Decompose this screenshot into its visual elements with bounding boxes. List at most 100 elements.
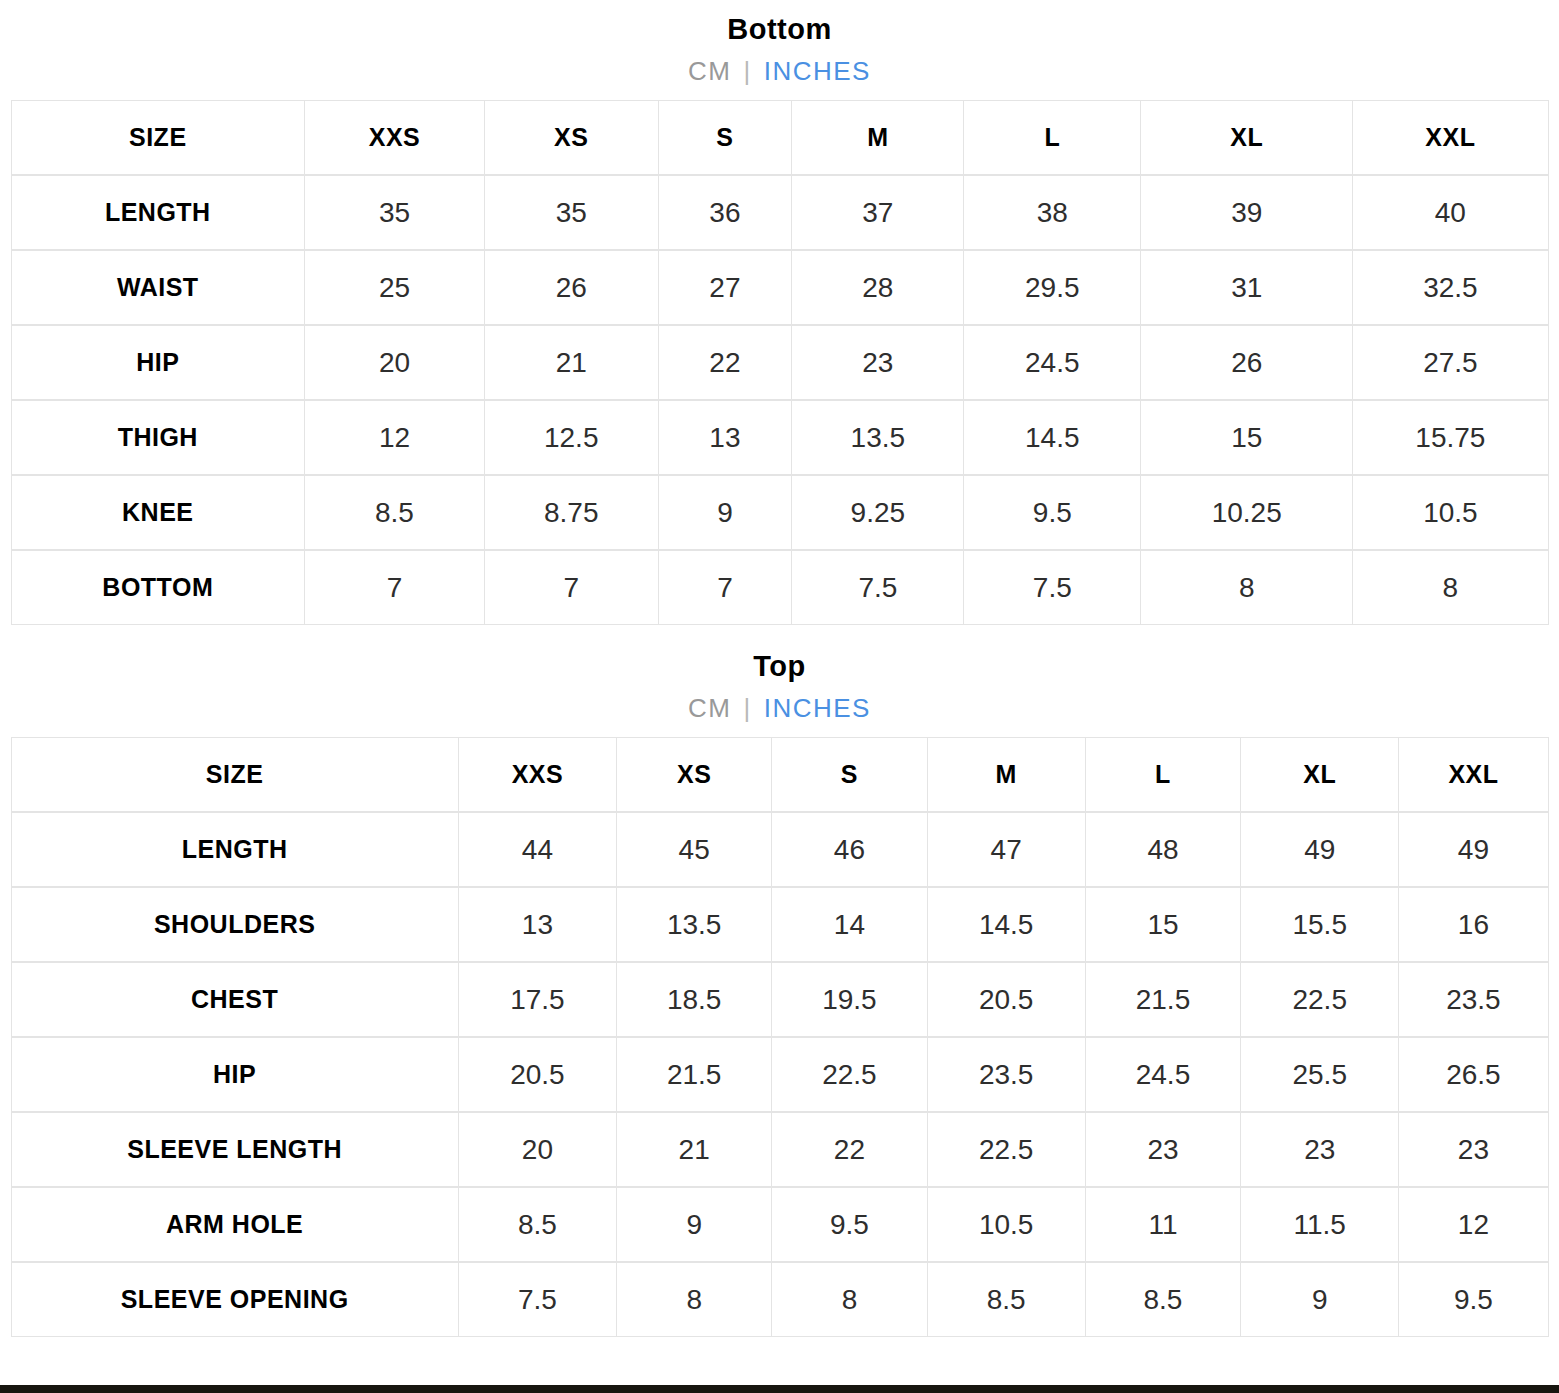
measurement-cell: 7 — [658, 550, 792, 625]
measurement-cell: 7 — [484, 550, 658, 625]
measurement-cell: 21 — [484, 325, 658, 400]
measurement-cell: 9 — [1241, 1262, 1399, 1337]
measurement-cell: 9.5 — [772, 1187, 927, 1262]
measurement-cell: 8.5 — [927, 1262, 1085, 1337]
measurement-cell: 21.5 — [617, 1037, 772, 1112]
measurement-cell: 31 — [1141, 250, 1353, 325]
measurement-cell: 47 — [927, 812, 1085, 887]
measurement-cell: 9.5 — [964, 475, 1141, 550]
measurement-cell: 26.5 — [1399, 1037, 1548, 1112]
measurement-cell: 32.5 — [1353, 250, 1548, 325]
bottom-size-chart-section: Bottom CM|INCHES SIZEXXSXSSMLXLXXLLENGTH… — [0, 0, 1559, 625]
measurement-cell: 8 — [617, 1262, 772, 1337]
row-label-knee: KNEE — [11, 475, 305, 550]
measurement-cell: 20.5 — [927, 962, 1085, 1037]
measurement-cell: 10.25 — [1141, 475, 1353, 550]
measurement-cell: 46 — [772, 812, 927, 887]
measurement-cell: 23.5 — [1399, 962, 1548, 1037]
unit-toggle-divider: | — [743, 693, 751, 723]
measurement-cell: 45 — [617, 812, 772, 887]
cropped-next-section-dark-strip — [0, 1385, 1559, 1393]
size-header-row: SIZEXXSXSSMLXLXXL — [11, 738, 1548, 813]
measurement-cell: 28 — [792, 250, 964, 325]
row-label-hip: HIP — [11, 325, 305, 400]
measurement-cell: 13 — [458, 887, 616, 962]
section-title-top: Top — [0, 625, 1559, 683]
size-header-m: M — [927, 738, 1085, 813]
measurement-cell: 49 — [1399, 812, 1548, 887]
measurement-row: SLEEVE LENGTH20212222.5232323 — [11, 1112, 1548, 1187]
measurement-cell: 15 — [1141, 400, 1353, 475]
cm-toggle-button[interactable]: CM — [688, 56, 731, 86]
size-header-xxl: XXL — [1353, 101, 1548, 176]
measurement-cell: 10.5 — [927, 1187, 1085, 1262]
measurement-cell: 13 — [658, 400, 792, 475]
unit-toggle-divider: | — [743, 56, 751, 86]
size-header-row: SIZEXXSXSSMLXLXXL — [11, 101, 1548, 176]
measurement-cell: 26 — [1141, 325, 1353, 400]
bottom-size-table: SIZEXXSXSSMLXLXXLLENGTH35353637383940WAI… — [11, 100, 1549, 625]
row-label-waist: WAIST — [11, 250, 305, 325]
measurement-cell: 26 — [484, 250, 658, 325]
size-header-xxs: XXS — [305, 101, 485, 176]
measurement-cell: 9 — [617, 1187, 772, 1262]
measurement-cell: 20.5 — [458, 1037, 616, 1112]
size-header-xs: XS — [617, 738, 772, 813]
measurement-cell: 9 — [658, 475, 792, 550]
measurement-cell: 12 — [1399, 1187, 1548, 1262]
measurement-cell: 8.75 — [484, 475, 658, 550]
measurement-cell: 22 — [772, 1112, 927, 1187]
size-header-s: S — [658, 101, 792, 176]
size-header-l: L — [964, 101, 1141, 176]
measurement-cell: 14.5 — [927, 887, 1085, 962]
row-label-length: LENGTH — [11, 175, 305, 250]
measurement-cell: 7.5 — [964, 550, 1141, 625]
measurement-cell: 22.5 — [1241, 962, 1399, 1037]
measurement-row: HIP20.521.522.523.524.525.526.5 — [11, 1037, 1548, 1112]
size-header-xl: XL — [1141, 101, 1353, 176]
measurement-cell: 8 — [1353, 550, 1548, 625]
measurement-cell: 7.5 — [458, 1262, 616, 1337]
measurement-row: SHOULDERS1313.51414.51515.516 — [11, 887, 1548, 962]
cm-toggle-button[interactable]: CM — [688, 693, 731, 723]
measurement-cell: 9.5 — [1399, 1262, 1548, 1337]
measurement-cell: 15.75 — [1353, 400, 1548, 475]
measurement-cell: 8 — [772, 1262, 927, 1337]
unit-toggle-bottom: CM | INCHES — [0, 56, 1559, 86]
measurement-cell: 9.25 — [792, 475, 964, 550]
row-label-thigh: THIGH — [11, 400, 305, 475]
row-label-sleeve-opening: SLEEVE OPENING — [11, 1262, 458, 1337]
measurement-row: HIP2021222324.52627.5 — [11, 325, 1548, 400]
measurement-row: SLEEVE OPENING7.5888.58.599.5 — [11, 1262, 1548, 1337]
size-chart-page: Bottom CM|INCHES SIZEXXSXSSMLXLXXLLENGTH… — [0, 0, 1559, 1393]
size-header-xxs: XXS — [458, 738, 616, 813]
top-size-chart-section: Top CM|INCHES SIZEXXSXSSMLXLXXLLENGTH444… — [0, 625, 1559, 1337]
measurement-cell: 44 — [458, 812, 616, 887]
measurement-cell: 8 — [1141, 550, 1353, 625]
measurement-cell: 49 — [1241, 812, 1399, 887]
measurement-cell: 17.5 — [458, 962, 616, 1037]
measurement-cell: 11 — [1085, 1187, 1240, 1262]
size-header-m: M — [792, 101, 964, 176]
measurement-cell: 10.5 — [1353, 475, 1548, 550]
inches-toggle-button[interactable]: INCHES — [764, 56, 871, 86]
measurement-cell: 22.5 — [772, 1037, 927, 1112]
measurement-cell: 13.5 — [792, 400, 964, 475]
top-size-table: SIZEXXSXSSMLXLXXLLENGTH44454647484949SHO… — [11, 737, 1549, 1337]
row-label-hip: HIP — [11, 1037, 458, 1112]
measurement-cell: 15 — [1085, 887, 1240, 962]
measurement-cell: 23 — [1241, 1112, 1399, 1187]
measurement-cell: 23 — [1085, 1112, 1240, 1187]
measurement-row: LENGTH35353637383940 — [11, 175, 1548, 250]
size-header-xxl: XXL — [1399, 738, 1548, 813]
measurement-cell: 25 — [305, 250, 485, 325]
measurement-cell: 7 — [305, 550, 485, 625]
measurement-cell: 25.5 — [1241, 1037, 1399, 1112]
measurement-cell: 18.5 — [617, 962, 772, 1037]
measurement-cell: 7.5 — [792, 550, 964, 625]
measurement-cell: 24.5 — [1085, 1037, 1240, 1112]
measurement-cell: 27 — [658, 250, 792, 325]
row-label-shoulders: SHOULDERS — [11, 887, 458, 962]
inches-toggle-button[interactable]: INCHES — [764, 693, 871, 723]
row-label-length: LENGTH — [11, 812, 458, 887]
